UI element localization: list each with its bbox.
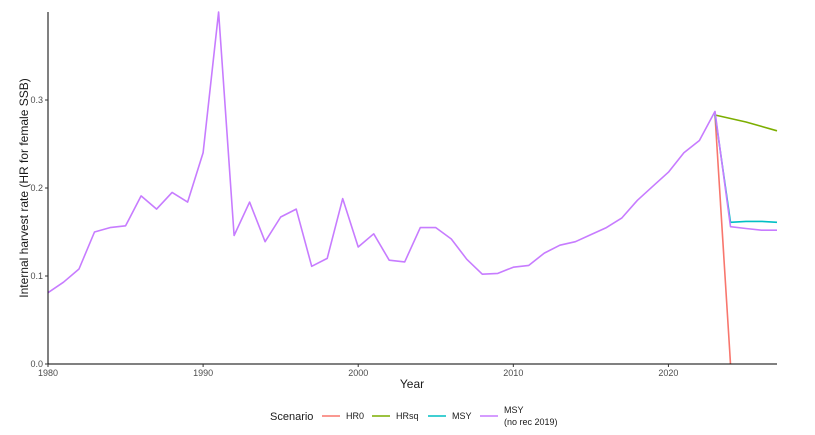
x-tick-label: 2000 bbox=[348, 368, 368, 378]
legend-label-sub: (no rec 2019) bbox=[504, 417, 558, 427]
y-tick-label: 0.3 bbox=[30, 95, 43, 105]
series-line-hrsq bbox=[714, 114, 778, 132]
series-line-hr0 bbox=[714, 114, 732, 365]
series-lines bbox=[47, 11, 778, 365]
legend-label: HRsq bbox=[396, 411, 419, 421]
legend-label: MSY bbox=[504, 405, 524, 415]
legend-label: HR0 bbox=[346, 411, 364, 421]
y-tick-label: 0.0 bbox=[30, 359, 43, 369]
series-line-msy-no-rec-2019 bbox=[47, 11, 777, 294]
x-tick-label: 1980 bbox=[38, 368, 58, 378]
legend: Scenario HR0 HRsq MSY MSY (no rec 2019) bbox=[270, 405, 558, 427]
y-tick-label: 0.1 bbox=[30, 271, 43, 281]
x-tick-label: 2020 bbox=[658, 368, 678, 378]
series-line-msy bbox=[714, 113, 778, 224]
x-axis-title: Year bbox=[400, 377, 424, 391]
legend-title: Scenario bbox=[270, 411, 313, 423]
tick-labels: 1980 1990 2000 2010 2020 0.0 0.1 0.2 0.3 bbox=[30, 95, 678, 378]
axes bbox=[45, 12, 777, 367]
y-axis-title: Internal harvest rate (HR for female SSB… bbox=[17, 78, 31, 297]
y-tick-label: 0.2 bbox=[30, 183, 43, 193]
x-tick-label: 2010 bbox=[503, 368, 523, 378]
x-tick-label: 1990 bbox=[193, 368, 213, 378]
legend-label: MSY bbox=[452, 411, 472, 421]
